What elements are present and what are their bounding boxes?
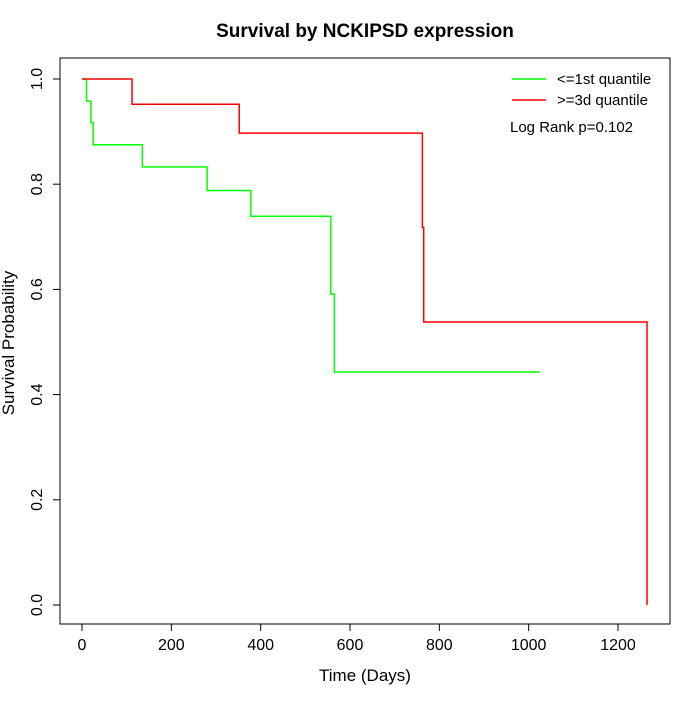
x-tick-label: 400 bbox=[247, 637, 274, 654]
legend-label: <=1st quantile bbox=[557, 71, 651, 88]
x-tick-label: 1000 bbox=[511, 637, 547, 654]
x-tick-label: 800 bbox=[426, 637, 453, 654]
legend-label: >=3d quantile bbox=[557, 92, 648, 109]
survival-curves bbox=[82, 78, 648, 605]
plot-border bbox=[59, 57, 671, 625]
axes: 0 200 400 600 800 1000 1200 0.0 0.2 0.4 0.6 0.8 1.0 bbox=[29, 68, 636, 654]
series-curve-1 bbox=[82, 78, 540, 373]
log-rank-annotation: Log Rank p=0.102 bbox=[510, 119, 633, 136]
x-tick-label: 600 bbox=[337, 637, 364, 654]
y-tick-label: 0.4 bbox=[29, 383, 46, 405]
x-tick-label: 0 bbox=[78, 637, 87, 654]
y-tick-label: 0.0 bbox=[29, 594, 46, 616]
y-tick-label: 1.0 bbox=[29, 68, 46, 90]
series-curve-2 bbox=[82, 78, 648, 605]
x-tick-label: 1200 bbox=[600, 637, 636, 654]
y-axis-label: Survival Probability bbox=[0, 270, 18, 415]
y-tick-label: 0.8 bbox=[29, 173, 46, 195]
y-tick-label: 0.6 bbox=[29, 278, 46, 300]
y-tick-label: 0.2 bbox=[29, 489, 46, 511]
x-axis-label: Time (Days) bbox=[319, 666, 411, 685]
x-tick-label: 200 bbox=[158, 637, 185, 654]
chart-title: Survival by NCKIPSD expression bbox=[216, 21, 514, 42]
legend: <=1st quantile >=3d quantile bbox=[512, 71, 651, 109]
